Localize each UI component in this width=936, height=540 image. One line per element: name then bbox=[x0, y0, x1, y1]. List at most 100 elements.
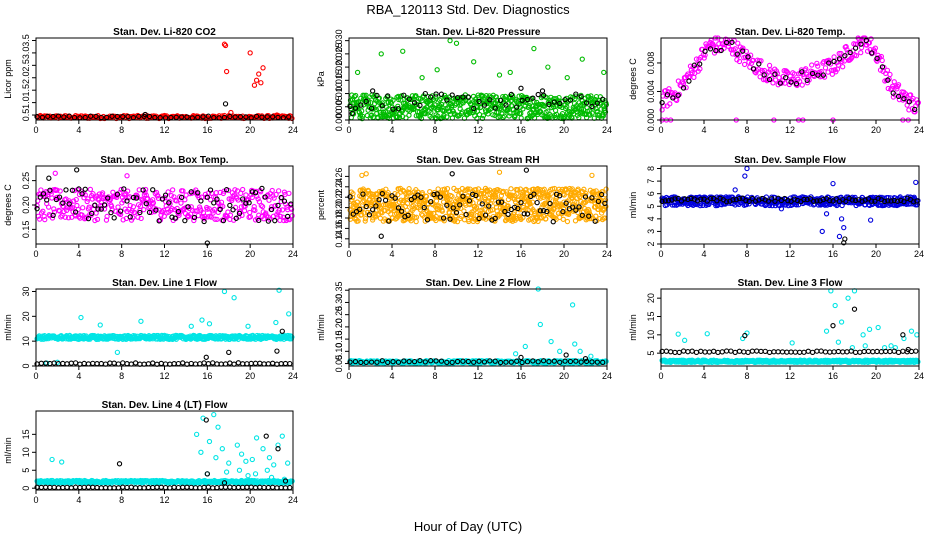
data-point bbox=[884, 67, 891, 74]
data-point bbox=[847, 49, 853, 56]
y-axis-label: degrees C bbox=[3, 184, 13, 226]
data-point bbox=[273, 319, 279, 326]
data-point bbox=[264, 114, 270, 120]
data-point bbox=[594, 100, 600, 106]
data-point bbox=[45, 113, 51, 120]
data-point bbox=[691, 62, 697, 68]
data-point bbox=[600, 96, 606, 102]
data-point bbox=[56, 194, 63, 200]
data-point bbox=[251, 82, 258, 88]
data-point bbox=[40, 191, 47, 197]
data-point bbox=[537, 109, 544, 115]
data-point bbox=[121, 186, 127, 192]
data-point bbox=[140, 187, 146, 193]
data-point bbox=[788, 79, 794, 85]
data-point bbox=[36, 216, 43, 222]
data-point bbox=[54, 187, 60, 193]
data-point bbox=[143, 192, 149, 198]
data-point bbox=[258, 80, 264, 86]
data-point bbox=[556, 94, 562, 101]
data-point bbox=[438, 91, 445, 97]
data-point bbox=[201, 218, 207, 225]
y-tick-label: 8 bbox=[646, 166, 656, 171]
data-point bbox=[79, 191, 85, 197]
data-point bbox=[256, 71, 262, 77]
data-point bbox=[359, 113, 366, 119]
data-point bbox=[433, 198, 440, 204]
panel-title: Stan. Dev. Line 2 Flow bbox=[426, 278, 531, 289]
data-point bbox=[526, 103, 533, 109]
data-point bbox=[98, 199, 104, 206]
data-point bbox=[693, 56, 700, 62]
data-point bbox=[418, 115, 425, 122]
data-point bbox=[777, 80, 783, 86]
data-point bbox=[783, 75, 789, 81]
panel-3: Stan. Dev. Li-820 Temp.0 4 8 12 16 20 240.0000… bbox=[628, 27, 924, 135]
data-point bbox=[130, 204, 137, 210]
data-point bbox=[406, 112, 412, 118]
data-point bbox=[203, 354, 209, 360]
data-point bbox=[879, 57, 885, 64]
data-point bbox=[232, 114, 238, 120]
y-tick-label: 0 bbox=[21, 363, 31, 368]
data-point bbox=[105, 195, 111, 201]
data-point bbox=[282, 360, 289, 367]
data-point bbox=[460, 94, 466, 100]
data-point bbox=[222, 101, 229, 107]
data-point bbox=[173, 114, 179, 120]
data-point bbox=[202, 213, 208, 219]
data-point bbox=[675, 331, 681, 337]
data-point bbox=[37, 194, 43, 200]
data-point bbox=[49, 215, 56, 221]
data-point bbox=[46, 175, 52, 181]
data-point bbox=[453, 40, 460, 46]
data-point bbox=[64, 361, 70, 367]
data-point bbox=[385, 99, 391, 106]
data-point bbox=[858, 41, 864, 47]
data-point bbox=[454, 112, 460, 118]
data-point bbox=[243, 200, 249, 206]
data-point bbox=[396, 111, 402, 117]
data-point bbox=[95, 206, 101, 212]
data-point bbox=[514, 104, 520, 110]
data-point bbox=[522, 343, 528, 350]
data-point bbox=[86, 204, 92, 210]
data-point bbox=[697, 61, 703, 67]
data-point bbox=[184, 114, 190, 120]
data-point bbox=[200, 114, 206, 120]
data-point bbox=[114, 191, 121, 197]
data-point bbox=[836, 50, 842, 57]
data-point bbox=[132, 209, 138, 216]
data-point bbox=[564, 75, 570, 81]
data-point bbox=[819, 228, 825, 235]
data-point bbox=[115, 361, 122, 367]
data-point bbox=[207, 187, 214, 193]
y-tick-label: 3.0 bbox=[21, 47, 31, 60]
data-point bbox=[166, 200, 172, 206]
data-point bbox=[204, 194, 210, 200]
data-point bbox=[120, 360, 126, 366]
data-point bbox=[247, 50, 253, 56]
x-tick-label: 0 bbox=[346, 125, 351, 135]
data-point bbox=[211, 206, 218, 213]
x-tick-label: 12 bbox=[785, 249, 795, 259]
data-point bbox=[836, 56, 843, 62]
data-point bbox=[93, 113, 99, 120]
data-point bbox=[231, 295, 237, 301]
data-point bbox=[208, 214, 214, 220]
data-point bbox=[79, 212, 85, 218]
data-point bbox=[51, 206, 57, 212]
data-point bbox=[89, 210, 95, 217]
y-tick-label: 2.5 bbox=[21, 59, 31, 72]
data-point bbox=[104, 213, 110, 220]
data-point bbox=[130, 194, 137, 201]
data-point bbox=[686, 78, 692, 84]
y-axis-label: percent bbox=[316, 189, 326, 220]
data-point bbox=[487, 97, 493, 103]
data-point bbox=[114, 113, 121, 120]
y-tick-label: 0.15 bbox=[21, 221, 31, 239]
data-point bbox=[838, 50, 844, 57]
data-point bbox=[240, 186, 246, 193]
data-point bbox=[872, 45, 878, 51]
